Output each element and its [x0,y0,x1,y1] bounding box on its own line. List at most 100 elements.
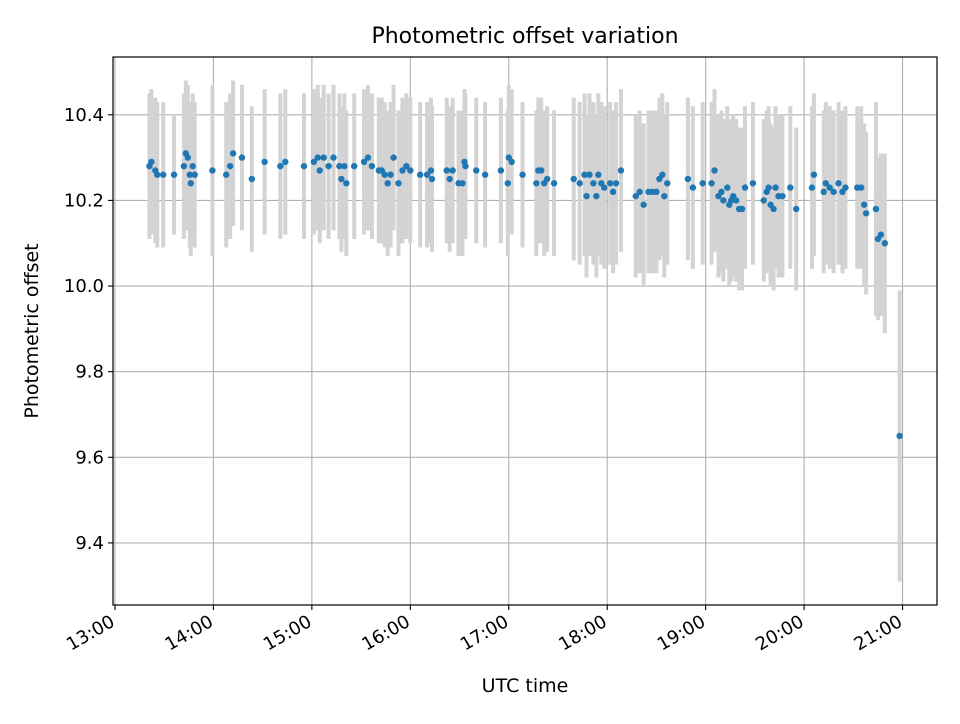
data-point [718,188,725,196]
data-point [497,167,505,174]
data-point [664,180,671,187]
data-point [338,175,345,183]
data-point [862,210,870,217]
data-point [590,180,597,187]
y-axis-ticks: 9.4 9.6 9.8 10.0 10.2 10.4 [64,105,113,554]
data-point [229,150,237,157]
data-point [609,188,617,196]
data-point [543,175,551,183]
data-point [538,167,545,174]
x-axis-label: UTC time [482,675,569,697]
data-point [341,162,348,170]
data-point [636,188,643,196]
data-point [830,188,837,196]
data-point [857,184,865,191]
y-tick-label: 10.4 [64,105,104,126]
data-point [325,162,332,170]
data-point [481,171,489,178]
data-point [872,205,880,213]
data-point [368,162,376,170]
data-point [187,180,194,187]
data-point [772,184,779,191]
data-point [581,171,588,178]
data-point [653,188,660,196]
data-point [381,171,388,178]
data-point [632,192,639,200]
data-point [586,171,593,178]
data-point [842,184,849,191]
y-tick-label: 9.8 [75,362,104,383]
data-point [226,162,234,170]
chart-title: Photometric offset variation [371,24,678,49]
grid-lines [113,57,937,605]
data-point [443,167,450,174]
data-point [191,171,198,178]
y-axis-label: Photometric offset [21,243,43,418]
data-point [640,201,647,208]
data-point [583,192,590,200]
data-point [316,167,323,174]
data-point [699,180,706,187]
data-point [449,167,456,174]
data-point [504,180,511,187]
data-point [364,154,372,161]
data-point [446,175,453,183]
data-point [154,171,161,178]
data-point [661,192,668,200]
data-point [407,167,414,174]
data-point [550,180,558,187]
data-point [248,175,256,183]
data-point [689,184,697,191]
data-point [826,184,833,191]
data-point [822,180,829,187]
data-point [593,192,600,200]
data-point [570,175,577,183]
data-point [860,201,868,208]
data-point [576,180,583,187]
data-point [209,167,216,174]
data-point [403,162,410,170]
data-point [390,154,397,161]
data-point [770,205,777,213]
data-point [896,432,903,440]
data-point [724,184,731,191]
y-tick-label: 9.6 [75,447,104,468]
data-point [659,171,666,178]
data-point [310,158,318,166]
data-point [282,158,289,166]
data-point [612,180,620,187]
data-point [170,171,178,178]
data-point [387,171,394,178]
data-point [184,154,192,161]
data-point [787,184,794,191]
data-point [606,180,614,187]
data-point [180,162,188,170]
data-point [760,197,767,204]
data-point [416,171,424,178]
data-point [399,167,406,174]
data-point [277,162,284,170]
data-point [350,162,358,170]
data-point [741,184,749,191]
data-point [223,171,230,178]
data-point [835,180,842,187]
data-point [330,154,337,161]
data-point [749,180,757,187]
data-point [343,180,350,187]
data-point [617,167,625,174]
data-point [428,175,436,183]
data-point [881,240,889,247]
data-point [720,197,727,204]
data-point [423,171,431,178]
data-point [360,158,368,166]
data-point [336,162,343,170]
data-point [684,175,692,183]
data-point [765,184,772,191]
data-point [473,167,480,174]
data-point [462,162,469,170]
data-point [877,231,885,238]
data-point [395,180,402,187]
data-point [711,167,718,174]
data-point [793,205,800,213]
